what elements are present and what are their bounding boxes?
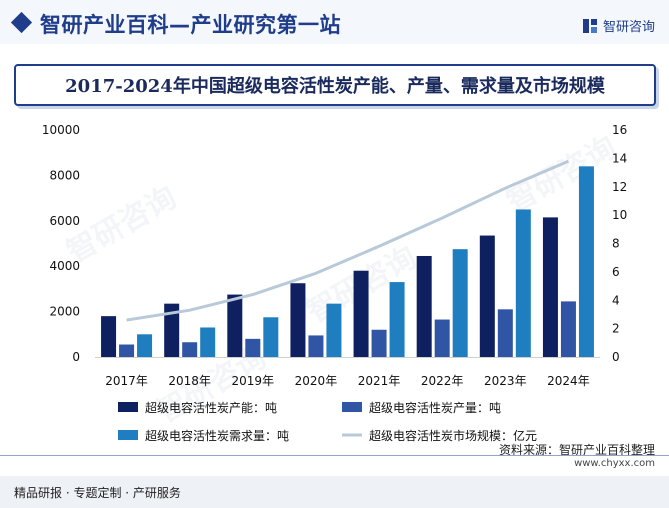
bar [137, 334, 153, 357]
bar [263, 317, 279, 357]
bar [227, 294, 243, 357]
y-right-tick-label: 12 [612, 180, 627, 194]
bar [434, 319, 450, 357]
y-left-tick-label: 0 [72, 350, 80, 364]
y-right-tick-label: 14 [612, 151, 627, 165]
legend-swatch [342, 402, 362, 412]
y-right-tick-label: 16 [612, 123, 627, 137]
bar [416, 255, 432, 357]
bar [200, 327, 216, 357]
bar [164, 303, 180, 357]
x-tick-label: 2020年 [295, 374, 338, 388]
bottom-strip [0, 476, 669, 508]
bar [542, 217, 558, 357]
y-right-tick-label: 6 [612, 265, 620, 279]
bar [389, 282, 405, 357]
legend-label: 超级电容活性炭产量：吨 [369, 400, 501, 415]
bar [578, 166, 594, 357]
x-tick-label: 2017年 [105, 374, 148, 388]
bar [308, 335, 324, 357]
y-left-tick-label: 6000 [49, 214, 80, 228]
y-right-tick-label: 8 [612, 237, 620, 251]
source-note: 资料来源：智研产业百科整理 [498, 443, 655, 457]
bar [515, 209, 531, 357]
footer-tagline: 精品研报 · 专题定制 · 产研服务 [14, 486, 181, 500]
chart-title: 2017-2024年中国超级电容活性炭产能、产量、需求量及市场规模 [65, 76, 605, 97]
y-left-tick-label: 8000 [49, 168, 80, 182]
bar [326, 303, 342, 357]
market-size-line [126, 159, 569, 322]
bar [560, 301, 576, 357]
bar [452, 249, 468, 357]
y-left-tick-label: 4000 [49, 259, 80, 273]
bar [290, 283, 306, 357]
legend-label: 超级电容活性炭市场规模：亿元 [369, 428, 537, 443]
x-tick-label: 2023年 [484, 374, 527, 388]
bar [119, 344, 135, 357]
y-left-tick-label: 10000 [42, 123, 80, 137]
x-tick-label: 2018年 [168, 374, 211, 388]
chart: 0 2000 4000 6000 8000 10000 0 2 4 6 8 10 12 14 16 2017年… [42, 123, 627, 443]
y-right-tick-label: 4 [612, 293, 620, 307]
bar [479, 235, 495, 357]
logo-text: 智研咨询 [602, 20, 655, 35]
bar [371, 329, 387, 357]
legend-swatch [118, 430, 138, 440]
y-right-tick-label: 2 [612, 322, 620, 336]
bar [182, 342, 198, 357]
source-url[interactable]: www.chyxx.com [574, 458, 655, 469]
bar [497, 309, 513, 357]
y-right-tick-label: 0 [612, 350, 620, 364]
x-tick-label: 2021年 [358, 374, 401, 388]
legend-swatch [118, 402, 138, 412]
y-left-tick-label: 2000 [49, 305, 80, 319]
bar [353, 270, 369, 357]
diamond-icon [10, 11, 33, 34]
x-tick-label: 2024年 [547, 374, 590, 388]
footer-divider [0, 455, 669, 456]
chart-title-box: 2017-2024年中国超级电容活性炭产能、产量、需求量及市场规模 [14, 64, 656, 106]
legend-label: 超级电容活性炭产能：吨 [145, 400, 277, 415]
legend-label: 超级电容活性炭需求量：吨 [145, 428, 289, 443]
x-tick-label: 2022年 [421, 374, 464, 388]
brand-logo-icon [582, 18, 597, 33]
bar [101, 316, 117, 357]
brand-logo[interactable]: 智研咨询 [582, 16, 655, 35]
bar [245, 338, 261, 357]
header-title: 智研产业百科—产业研究第一站 [40, 13, 341, 37]
header-bar: 智研产业百科—产业研究第一站 智研咨询 [0, 0, 669, 44]
y-right-tick-label: 10 [612, 208, 627, 222]
x-tick-label: 2019年 [232, 374, 275, 388]
